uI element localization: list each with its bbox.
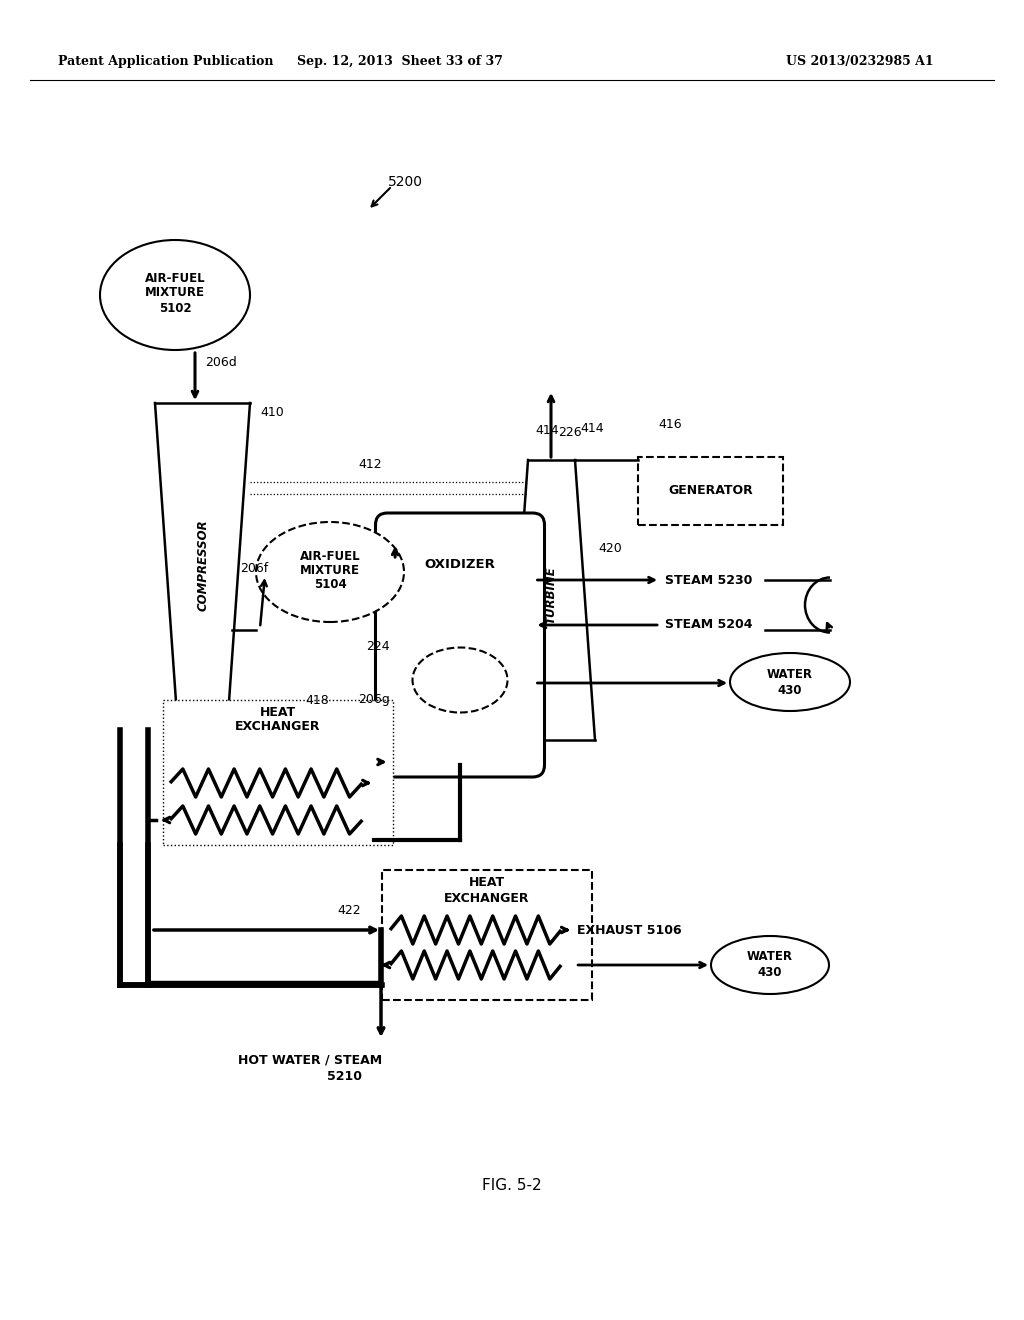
Text: 416: 416 — [658, 418, 682, 432]
Text: WATER: WATER — [746, 950, 793, 964]
Text: 410: 410 — [260, 407, 284, 420]
FancyBboxPatch shape — [376, 513, 545, 777]
Text: EXCHANGER: EXCHANGER — [236, 721, 321, 734]
Text: OXIDIZER: OXIDIZER — [425, 558, 496, 572]
Text: STEAM 5230: STEAM 5230 — [665, 573, 753, 586]
Text: WATER: WATER — [767, 668, 813, 681]
Text: Sep. 12, 2013  Sheet 33 of 37: Sep. 12, 2013 Sheet 33 of 37 — [297, 55, 503, 69]
Text: 226: 226 — [558, 425, 582, 438]
Text: 430: 430 — [778, 684, 802, 697]
Text: TURBINE: TURBINE — [545, 566, 557, 624]
Ellipse shape — [100, 240, 250, 350]
Text: 414: 414 — [535, 424, 559, 437]
Ellipse shape — [256, 521, 404, 622]
Text: 5200: 5200 — [388, 176, 423, 189]
Text: AIR-FUEL: AIR-FUEL — [144, 272, 206, 285]
Text: MIXTURE: MIXTURE — [145, 286, 205, 300]
Text: 5210: 5210 — [328, 1071, 362, 1084]
Ellipse shape — [730, 653, 850, 711]
FancyBboxPatch shape — [382, 870, 592, 1001]
Text: 5104: 5104 — [313, 578, 346, 591]
FancyBboxPatch shape — [638, 457, 783, 525]
Text: 5102: 5102 — [159, 301, 191, 314]
Text: 422: 422 — [337, 903, 360, 916]
Text: 418: 418 — [305, 693, 329, 706]
Ellipse shape — [711, 936, 829, 994]
Text: 5220: 5220 — [358, 594, 390, 606]
Text: MIXTURE: MIXTURE — [300, 564, 360, 577]
Text: EXHAUST 5106: EXHAUST 5106 — [578, 924, 682, 936]
Text: 224: 224 — [367, 640, 390, 653]
Text: HEAT: HEAT — [469, 876, 505, 890]
FancyBboxPatch shape — [163, 700, 393, 845]
Text: GENERATOR: GENERATOR — [668, 484, 753, 498]
Text: 420: 420 — [598, 541, 622, 554]
Text: Patent Application Publication: Patent Application Publication — [58, 55, 273, 69]
Text: FIG. 5-2: FIG. 5-2 — [482, 1177, 542, 1192]
Text: AIR-FUEL: AIR-FUEL — [300, 549, 360, 562]
Text: 414: 414 — [580, 421, 603, 434]
Text: HOT WATER / STEAM: HOT WATER / STEAM — [238, 1053, 382, 1067]
Text: 206f: 206f — [240, 561, 268, 574]
Text: 206d: 206d — [205, 356, 237, 370]
Text: 430: 430 — [758, 965, 782, 978]
Text: 206g: 206g — [358, 693, 390, 706]
Text: COMPRESSOR: COMPRESSOR — [197, 519, 210, 611]
Text: EXCHANGER: EXCHANGER — [444, 891, 529, 904]
Text: HEAT: HEAT — [260, 705, 296, 718]
Text: STEAM 5204: STEAM 5204 — [665, 619, 753, 631]
Text: 412: 412 — [358, 458, 382, 471]
Text: US 2013/0232985 A1: US 2013/0232985 A1 — [786, 55, 934, 69]
